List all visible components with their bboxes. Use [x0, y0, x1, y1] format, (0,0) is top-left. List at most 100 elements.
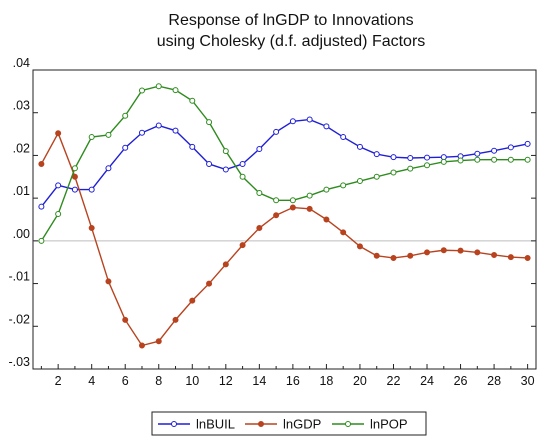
data-point-lnPOP: [424, 162, 431, 169]
data-point-lnGDP: [424, 249, 431, 256]
data-point-lnBUIL: [323, 123, 330, 130]
x-tick-label: 6: [122, 374, 129, 388]
data-point-lnBUIL: [88, 186, 95, 193]
data-point-lnPOP: [323, 186, 330, 193]
x-tick-label: 4: [88, 374, 95, 388]
data-point-lnBUIL: [340, 134, 347, 141]
x-tick-label: 22: [387, 374, 401, 388]
series-line-lnBUIL: [40, 118, 528, 208]
data-point-lnBUIL: [373, 151, 380, 158]
data-point-lnPOP: [55, 210, 62, 217]
data-point-lnPOP: [239, 173, 246, 180]
legend-box: [151, 411, 427, 436]
legend-marker-lnBUIL: [171, 421, 177, 427]
data-point-lnGDP: [155, 338, 162, 345]
data-point-lnBUIL: [239, 160, 246, 167]
series-line-lnPOP: [40, 85, 528, 242]
data-point-lnGDP: [323, 216, 330, 223]
data-point-lnGDP: [524, 254, 531, 261]
x-tick-label: 10: [185, 374, 199, 388]
series-line-lnGDP: [40, 131, 528, 347]
data-point-lnBUIL: [306, 116, 313, 123]
data-point-lnPOP: [189, 97, 196, 104]
data-point-lnGDP: [474, 249, 481, 256]
data-point-lnBUIL: [138, 129, 145, 136]
data-point-lnBUIL: [524, 140, 531, 147]
data-point-lnPOP: [306, 192, 313, 199]
y-tick-label: .01: [13, 184, 30, 198]
y-tick-label: .04: [13, 56, 30, 70]
data-point-lnPOP: [122, 112, 129, 119]
data-point-lnBUIL: [71, 186, 78, 193]
legend-label-lnBUIL: lnBUIL: [196, 417, 235, 432]
y-tick-label: .03: [13, 99, 30, 113]
data-point-lnPOP: [222, 148, 229, 155]
data-point-lnPOP: [491, 156, 498, 163]
data-point-lnPOP: [474, 156, 481, 163]
data-point-lnGDP: [457, 247, 464, 254]
data-point-lnPOP: [71, 165, 78, 172]
x-tick-label: 18: [319, 374, 333, 388]
data-point-lnPOP: [105, 131, 112, 138]
data-point-lnGDP: [340, 229, 347, 236]
data-point-lnBUIL: [172, 127, 179, 134]
data-point-lnGDP: [356, 243, 363, 250]
legend-marker-lnPOP: [345, 421, 351, 427]
data-point-lnGDP: [189, 297, 196, 304]
data-point-lnPOP: [524, 156, 531, 163]
x-tick-label: 24: [420, 374, 434, 388]
y-tick-label: -.02: [8, 312, 30, 326]
y-tick-label: -.03: [8, 355, 30, 369]
data-point-lnBUIL: [507, 144, 514, 151]
data-point-lnPOP: [289, 197, 296, 204]
chart-title-line-2: using Cholesky (d.f. adjusted) Factors: [157, 33, 426, 50]
x-tick-label: 8: [155, 374, 162, 388]
data-point-lnBUIL: [55, 182, 62, 189]
data-point-lnBUIL: [222, 166, 229, 173]
data-point-lnGDP: [172, 316, 179, 323]
series-lnGDP: [38, 130, 531, 349]
data-point-lnBUIL: [189, 143, 196, 150]
data-point-lnGDP: [273, 212, 280, 219]
data-point-lnGDP: [390, 254, 397, 261]
data-point-lnPOP: [407, 165, 414, 172]
data-point-lnBUIL: [206, 160, 213, 167]
x-tick-label: 12: [219, 374, 233, 388]
data-point-lnPOP: [88, 134, 95, 141]
data-point-lnGDP: [440, 247, 447, 254]
y-tick-label: .00: [13, 227, 30, 241]
data-point-lnPOP: [273, 197, 280, 204]
data-point-lnPOP: [457, 157, 464, 164]
data-point-lnGDP: [122, 316, 129, 323]
data-point-lnPOP: [256, 190, 263, 197]
data-point-lnGDP: [289, 204, 296, 211]
data-point-lnBUIL: [122, 144, 129, 151]
data-point-lnGDP: [138, 342, 145, 349]
data-point-lnGDP: [507, 254, 514, 261]
data-point-lnBUIL: [105, 165, 112, 172]
data-point-lnBUIL: [407, 154, 414, 161]
data-point-lnGDP: [88, 225, 95, 232]
data-point-lnBUIL: [424, 154, 431, 161]
x-tick-label: 16: [286, 374, 300, 388]
data-point-lnPOP: [155, 83, 162, 90]
data-point-lnBUIL: [256, 146, 263, 153]
data-point-lnBUIL: [38, 203, 45, 210]
legend-label-lnPOP: lnPOP: [370, 417, 408, 432]
data-point-lnGDP: [105, 278, 112, 285]
data-point-lnBUIL: [474, 150, 481, 157]
data-point-lnBUIL: [289, 118, 296, 125]
data-point-lnPOP: [390, 169, 397, 176]
plot-area-frame: [32, 69, 537, 370]
y-tick-label: -.01: [8, 270, 30, 284]
data-point-lnGDP: [222, 261, 229, 268]
data-point-lnGDP: [55, 130, 62, 137]
data-point-lnGDP: [206, 280, 213, 287]
data-point-lnBUIL: [356, 143, 363, 150]
data-point-lnPOP: [440, 158, 447, 165]
x-tick-label: 20: [353, 374, 367, 388]
data-point-lnPOP: [356, 178, 363, 185]
data-point-lnGDP: [239, 242, 246, 249]
data-point-lnPOP: [340, 182, 347, 189]
